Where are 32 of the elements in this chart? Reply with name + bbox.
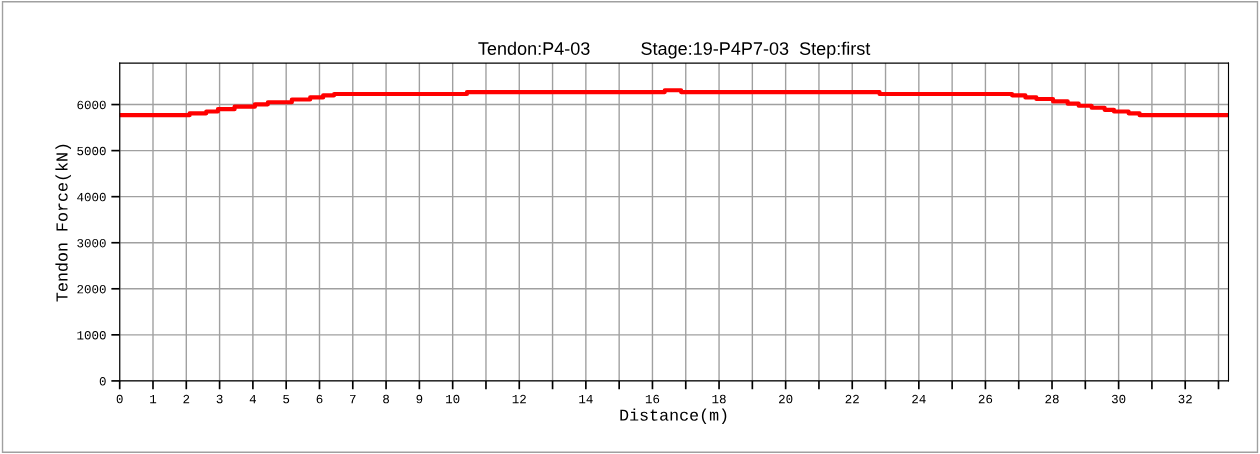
x-tick-label: 30	[1111, 394, 1126, 404]
y-tick-label: 2000	[77, 284, 106, 294]
y-tick-label: 3000	[77, 238, 106, 248]
x-tick-label: 26	[978, 394, 993, 404]
x-tick-label: 7	[349, 394, 356, 404]
x-tick-label: 6	[316, 394, 323, 404]
chart-title: Tendon:P4-03 Stage:19-P4P7-03 Step:first	[478, 41, 871, 59]
x-tick-label: 16	[645, 394, 660, 404]
x-tick-label: 0	[116, 394, 123, 404]
x-tick-label: 18	[712, 394, 726, 404]
y-tick-label: 5000	[77, 146, 106, 156]
y-tick-label: 0	[99, 377, 106, 386]
x-tick-label: 1	[150, 394, 157, 404]
x-tick-label: 28	[1045, 394, 1059, 404]
x-tick-label: 5	[283, 394, 290, 404]
y-tick-label: 1000	[77, 331, 106, 340]
x-tick-label: 2	[183, 394, 190, 404]
x-tick-label: 4	[249, 394, 257, 404]
x-tick-label: 14	[579, 394, 593, 404]
x-tick-label: 12	[512, 394, 526, 404]
y-tick-label: 6000	[77, 100, 106, 110]
x-tick-label: 22	[845, 394, 859, 404]
x-tick-label: 10	[446, 394, 460, 404]
x-tick-label: 9	[416, 394, 423, 404]
x-tick-label: 24	[912, 394, 926, 404]
y-axis-title: Tendon Force(kN)	[55, 144, 71, 302]
x-tick-label: 8	[383, 394, 390, 404]
x-tick-label: 3	[216, 394, 223, 404]
y-tick-label: 4000	[77, 192, 106, 202]
x-axis-title: Distance(m)	[620, 408, 727, 425]
x-tick-label: 32	[1178, 394, 1192, 404]
x-tick-label: 20	[779, 394, 793, 404]
